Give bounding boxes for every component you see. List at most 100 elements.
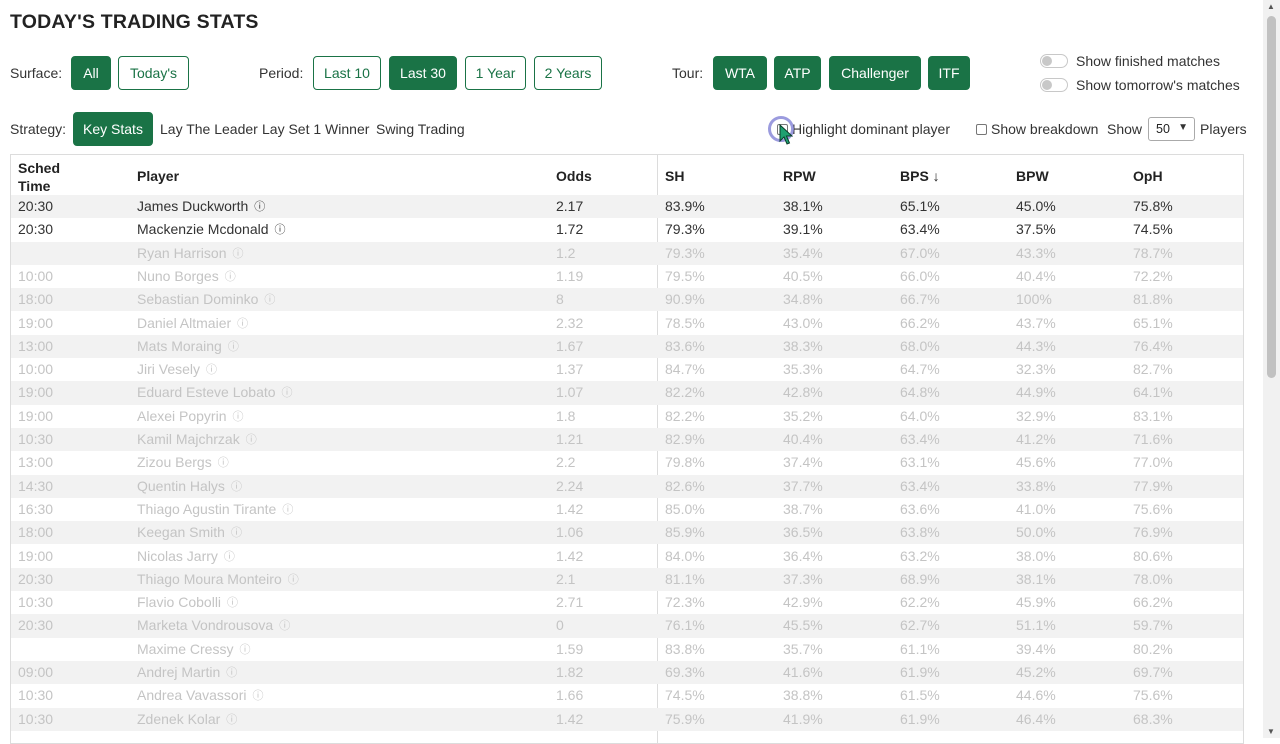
cell-bpw: 46.4%: [1016, 711, 1056, 727]
cell-player[interactable]: James Duckworth ⓘ: [137, 198, 265, 214]
info-icon[interactable]: ⓘ: [206, 364, 218, 377]
cell-player[interactable]: Maxime Cressy ⓘ: [137, 641, 250, 657]
info-icon[interactable]: ⓘ: [227, 597, 239, 610]
cell-bps: 68.0%: [900, 338, 940, 354]
period-last10-button[interactable]: Last 10: [313, 56, 381, 90]
cell-oph-text: 77.0%: [1133, 454, 1173, 471]
header-odds[interactable]: Odds: [556, 168, 592, 184]
show-breakdown-checkbox[interactable]: [976, 123, 987, 135]
info-icon[interactable]: ⓘ: [226, 713, 238, 726]
cell-player[interactable]: Zdenek Kolar ⓘ: [137, 711, 237, 727]
info-icon[interactable]: ⓘ: [282, 503, 294, 516]
cell-player[interactable]: Keegan Smith ⓘ: [137, 524, 242, 540]
cell-player[interactable]: Thiago Moura Monteiro ⓘ: [137, 571, 299, 587]
info-icon[interactable]: ⓘ: [232, 410, 244, 423]
cell-player[interactable]: Daniel Altmaier ⓘ: [137, 315, 248, 331]
highlight-dominant-checkbox[interactable]: [777, 123, 788, 135]
info-icon[interactable]: ⓘ: [252, 690, 264, 703]
cell-time-text: 13:00: [18, 337, 54, 354]
cell-player-text: Marketa Vondrousova: [137, 617, 274, 634]
tour-atp-button[interactable]: ATP: [774, 56, 821, 90]
cell-odds: 1.72: [556, 221, 583, 237]
cell-player[interactable]: Quentin Halys ⓘ: [137, 478, 242, 494]
info-icon[interactable]: ⓘ: [230, 527, 242, 540]
tour-wta-button[interactable]: WTA: [713, 56, 767, 90]
info-icon[interactable]: ⓘ: [245, 434, 257, 446]
cell-player[interactable]: Nicolas Jarry ⓘ: [137, 548, 235, 564]
info-icon[interactable]: ⓘ: [237, 317, 249, 330]
header-sh[interactable]: SH: [665, 168, 685, 184]
cell-player[interactable]: Eduard Esteve Lobato ⓘ: [137, 384, 293, 400]
table-row: 18:00 Sebastian Dominko ⓘ 8 90.9% 34.8% 66.7% 1…: [11, 288, 1243, 312]
players-count-select[interactable]: 50 ▼: [1148, 117, 1195, 141]
cell-bpw-text: 38.0%: [1016, 547, 1056, 564]
tour-challenger-button[interactable]: Challenger: [829, 56, 921, 90]
cell-player[interactable]: Zizou Bergs ⓘ: [137, 454, 229, 470]
cell-time: 16:30: [18, 501, 53, 517]
cell-player[interactable]: Mats Moraing ⓘ: [137, 338, 239, 354]
table-row: 20:30 Marketa Vondrousova ⓘ 0 76.1% 45.5% 62.7…: [11, 614, 1243, 638]
cell-player[interactable]: Nuno Borges ⓘ: [137, 268, 236, 284]
cell-oph: 75.8%: [1133, 198, 1173, 214]
table-row: 19:00 Nicolas Jarry ⓘ 1.42 84.0% 36.4% 63.2% 38…: [11, 545, 1243, 568]
cell-player[interactable]: Andrea Vavassori ⓘ: [137, 687, 263, 703]
info-icon[interactable]: ⓘ: [217, 457, 229, 470]
info-icon[interactable]: ⓘ: [239, 643, 251, 656]
header-sched-time[interactable]: Sched Time: [18, 159, 60, 195]
info-icon[interactable]: ⓘ: [274, 224, 286, 237]
cell-player[interactable]: Mackenzie Mcdonald ⓘ: [137, 221, 286, 237]
info-icon[interactable]: ⓘ: [230, 480, 242, 493]
info-icon[interactable]: ⓘ: [279, 620, 291, 633]
cell-time: 20:30: [18, 221, 53, 237]
info-icon[interactable]: ⓘ: [264, 294, 276, 307]
info-icon[interactable]: ⓘ: [254, 201, 266, 213]
header-bpw[interactable]: BPW: [1016, 168, 1049, 184]
period-2years-button[interactable]: 2 Years: [534, 56, 602, 90]
cell-player[interactable]: Andrej Martin ⓘ: [137, 664, 237, 680]
info-icon[interactable]: ⓘ: [226, 667, 238, 679]
strategy-swing-trading-link[interactable]: Swing Trading: [376, 121, 465, 137]
strategy-key-stats-button[interactable]: Key Stats: [73, 112, 153, 146]
info-icon[interactable]: ⓘ: [232, 247, 244, 260]
cell-player[interactable]: Marketa Vondrousova ⓘ: [137, 617, 290, 633]
info-icon[interactable]: ⓘ: [223, 550, 235, 563]
cell-player[interactable]: Kamil Majchrzak ⓘ: [137, 431, 257, 447]
info-icon[interactable]: ⓘ: [227, 340, 239, 353]
cell-player[interactable]: Ryan Harrison ⓘ: [137, 245, 243, 261]
show-breakdown-label[interactable]: Show breakdown: [991, 121, 1099, 137]
show-finished-toggle[interactable]: [1040, 54, 1068, 68]
info-icon[interactable]: ⓘ: [281, 387, 293, 400]
header-oph[interactable]: OpH: [1133, 168, 1163, 184]
header-rpw[interactable]: RPW: [783, 168, 816, 184]
strategy-lay-set1-winner-link[interactable]: Lay Set 1 Winner: [262, 121, 370, 137]
scroll-thumb[interactable]: [1267, 16, 1276, 378]
highlight-dominant-label[interactable]: Highlight dominant player: [792, 121, 950, 137]
info-icon[interactable]: ⓘ: [224, 270, 236, 283]
period-1year-button[interactable]: 1 Year: [465, 56, 526, 90]
cell-player[interactable]: Jiri Vesely ⓘ: [137, 361, 217, 377]
page-scrollbar[interactable]: ▲ ▼: [1263, 0, 1280, 738]
scroll-up-icon[interactable]: ▲: [1267, 2, 1275, 11]
surface-all-button[interactable]: All: [71, 56, 111, 90]
cell-odds-text: 1.8: [556, 407, 576, 424]
header-player[interactable]: Player: [137, 168, 180, 184]
page-title: TODAY'S TRADING STATS: [10, 11, 259, 33]
cell-time-text: 20:30: [18, 221, 54, 238]
show-tomorrow-toggle[interactable]: [1040, 78, 1068, 92]
cell-player[interactable]: Alexei Popyrin ⓘ: [137, 408, 244, 424]
cell-time-text: 10:00: [18, 361, 54, 378]
cell-player[interactable]: Sebastian Dominko ⓘ: [137, 291, 275, 307]
cell-player[interactable]: Flavio Cobolli ⓘ: [137, 594, 238, 610]
cell-time-text: 20:30: [18, 198, 54, 214]
surface-todays-button[interactable]: Today's: [118, 56, 189, 90]
cell-oph: 72.2%: [1133, 268, 1173, 284]
info-icon[interactable]: ⓘ: [287, 573, 299, 586]
tour-itf-button[interactable]: ITF: [928, 56, 970, 90]
cell-bpw: 32.3%: [1016, 361, 1056, 377]
cell-player[interactable]: Thiago Agustin Tirante ⓘ: [137, 501, 293, 517]
strategy-lay-the-leader-link[interactable]: Lay The Leader: [160, 121, 258, 137]
period-last30-button[interactable]: Last 30: [389, 56, 457, 90]
header-bps[interactable]: BPS ↓: [900, 168, 940, 184]
scroll-down-icon[interactable]: ▼: [1267, 727, 1275, 736]
cell-oph: 80.6%: [1133, 548, 1173, 564]
